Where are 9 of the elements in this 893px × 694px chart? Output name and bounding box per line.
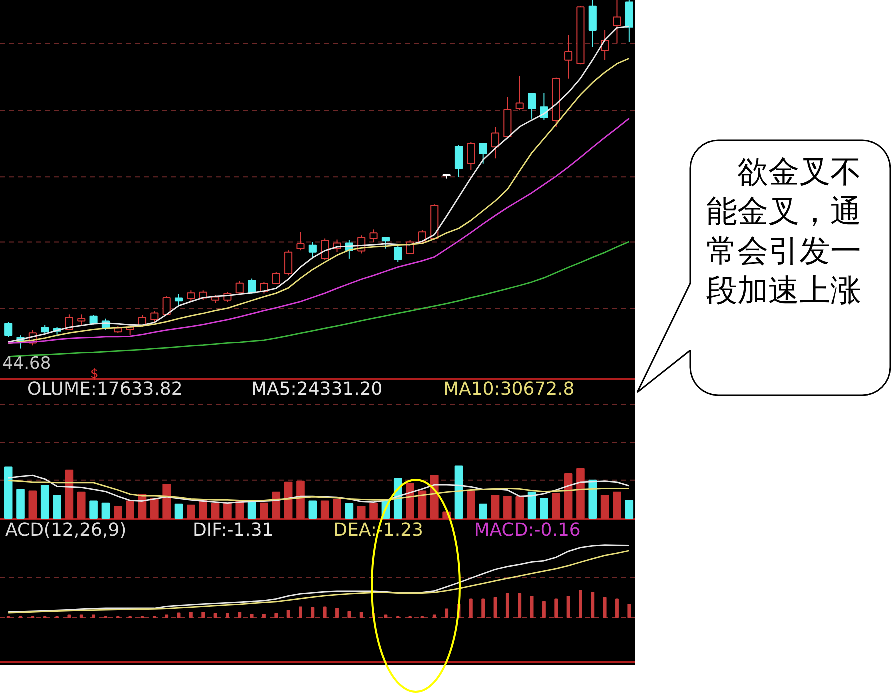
text: MA5:24331.20 [252,379,383,400]
text: MA10:30672.8 [444,379,575,400]
text: MACD:-0.16 [474,520,581,541]
text: 欲金叉不能金叉，通常会引发一段加速上涨 [706,154,862,309]
text: 44.68 [2,354,52,374]
text: DIF:-1.31 [193,520,274,541]
text: OLUME:17633.82 [28,379,183,400]
text: $ [90,367,99,382]
text: ACD(12,26,9) [6,520,127,541]
